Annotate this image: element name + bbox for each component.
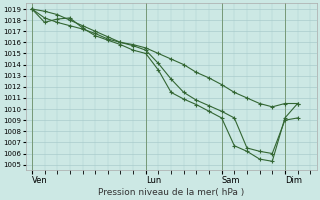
X-axis label: Pression niveau de la mer( hPa ): Pression niveau de la mer( hPa ) — [98, 188, 244, 197]
